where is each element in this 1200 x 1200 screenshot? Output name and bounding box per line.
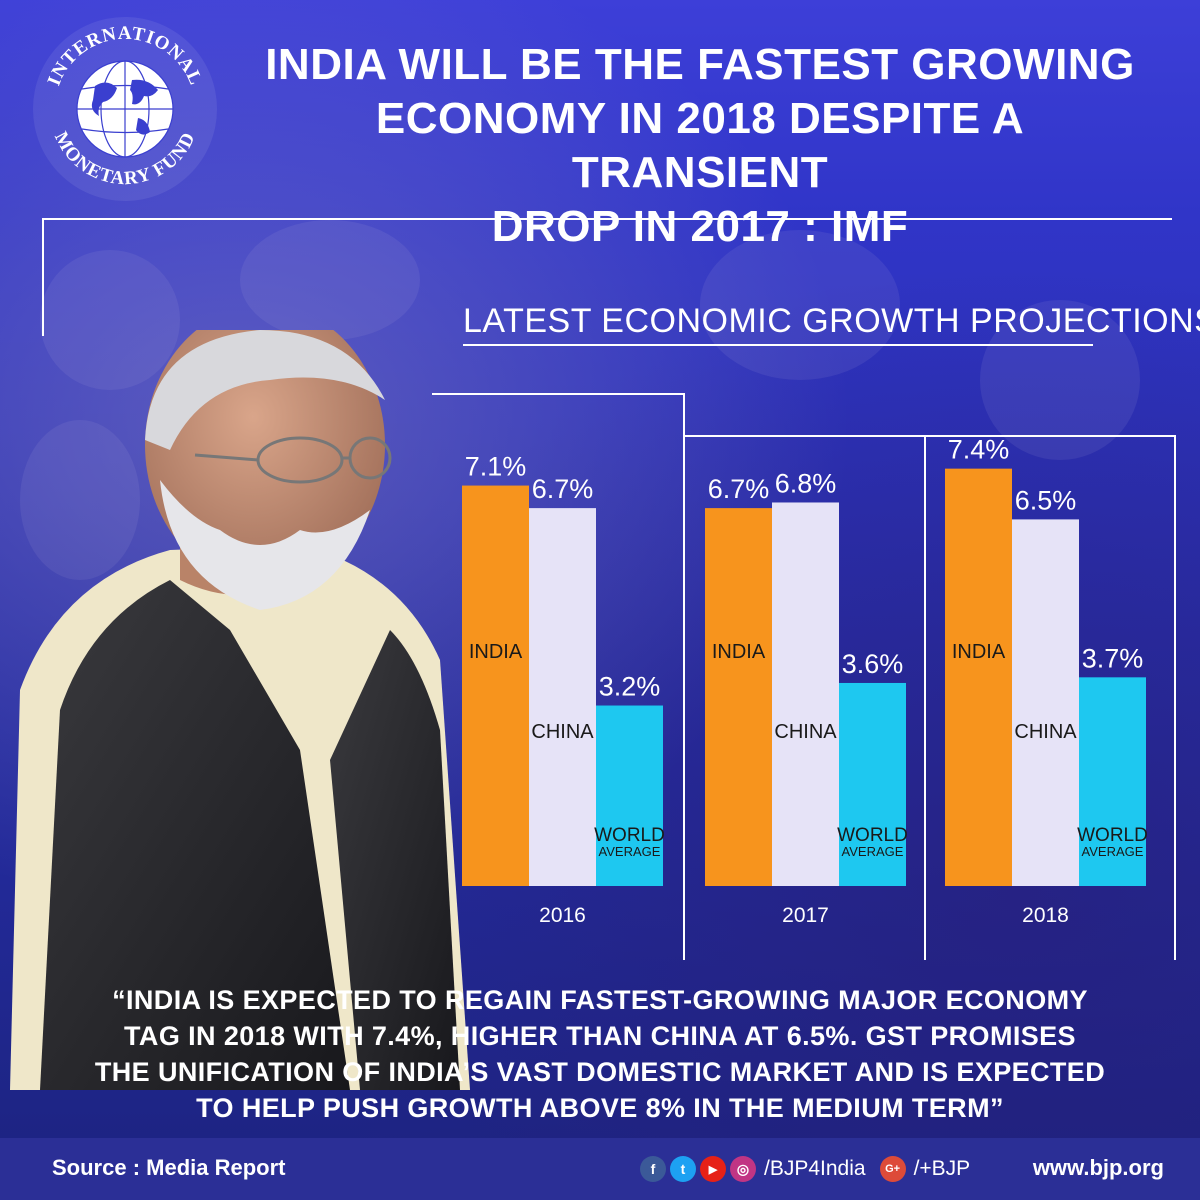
series-label: INDIA xyxy=(469,641,523,663)
group-frame xyxy=(925,435,1176,960)
series-label: INDIA xyxy=(952,641,1006,663)
headline-line: ECONOMY IN 2018 DESPITE A TRANSIENT xyxy=(375,94,1025,197)
bokeh xyxy=(240,220,420,340)
bar-china-2016 xyxy=(529,508,596,886)
series-label: WORLD xyxy=(1077,825,1148,846)
bar-world-average-2018 xyxy=(1079,677,1146,886)
value-label: 6.5% xyxy=(1015,485,1077,515)
value-label: 6.7% xyxy=(708,474,770,504)
title-underline xyxy=(463,344,1093,346)
social-links: f t ▶ ◎ /BJP4India G+ /+BJP xyxy=(640,1152,984,1186)
value-label: 7.4% xyxy=(948,435,1010,465)
group-frame xyxy=(432,393,685,960)
series-label: CHINA xyxy=(774,721,837,743)
series-label: WORLD xyxy=(837,825,908,846)
value-label: 3.2% xyxy=(599,672,661,702)
bar-china-2017 xyxy=(772,502,839,886)
bar-world-average-2016 xyxy=(596,705,663,886)
series-label: CHINA xyxy=(531,721,594,743)
bokeh xyxy=(700,230,900,380)
series-label: INDIA xyxy=(712,641,766,663)
quote: “INDIA IS EXPECTED TO REGAIN FASTEST-GRO… xyxy=(60,982,1140,1126)
series-label: AVERAGE xyxy=(842,844,904,859)
bar-world-average-2017 xyxy=(839,682,906,886)
bokeh xyxy=(40,250,180,390)
instagram-icon[interactable]: ◎ xyxy=(730,1156,756,1182)
series-label: WORLD xyxy=(594,825,665,846)
bar-india-2016 xyxy=(462,485,529,886)
bar-india-2018 xyxy=(945,468,1012,886)
headline: INDIA WILL BE THE FASTEST GROWING ECONOM… xyxy=(250,38,1150,254)
social-handle[interactable]: /BJP4India xyxy=(764,1157,866,1180)
footer: Source : Media Report f t ▶ ◎ /BJP4India… xyxy=(0,1138,1200,1200)
website-link[interactable]: www.bjp.org xyxy=(1032,1155,1164,1180)
quote-line: TO HELP PUSH GROWTH ABOVE 8% IN THE MEDI… xyxy=(196,1093,1004,1123)
year-label: 2016 xyxy=(539,904,586,927)
year-label: 2017 xyxy=(782,904,829,927)
quote-line: “INDIA IS EXPECTED TO REGAIN FASTEST-GRO… xyxy=(112,985,1088,1015)
chart-title: LATEST ECONOMIC GROWTH PROJECTIONS xyxy=(463,302,1200,340)
quote-line: THE UNIFICATION OF INDIA’S VAST DOMESTIC… xyxy=(94,1057,1106,1087)
value-label: 7.1% xyxy=(465,452,527,482)
bokeh xyxy=(20,420,140,580)
gplus-handle[interactable]: /+BJP xyxy=(913,1157,971,1180)
google-plus-icon[interactable]: G+ xyxy=(879,1156,906,1182)
headline-line: INDIA WILL BE THE FASTEST GROWING xyxy=(265,40,1135,89)
value-label: 6.8% xyxy=(775,468,837,498)
series-label: CHINA xyxy=(1014,721,1077,743)
bokeh xyxy=(980,300,1140,460)
bar-china-2018 xyxy=(1012,519,1079,886)
youtube-icon[interactable]: ▶ xyxy=(700,1156,726,1182)
bar-india-2017 xyxy=(705,508,772,886)
source-label: Source : Media Report xyxy=(52,1155,286,1180)
facebook-icon[interactable]: f xyxy=(640,1156,666,1182)
year-label: 2018 xyxy=(1022,904,1069,927)
series-label: AVERAGE xyxy=(599,844,661,859)
imf-logo: INTERNATIONAL MONETARY FUND xyxy=(33,17,217,201)
value-label: 3.7% xyxy=(1082,643,1144,673)
speaker-photo xyxy=(10,330,470,1090)
quote-line: TAG IN 2018 WITH 7.4%, HIGHER THAN CHINA… xyxy=(124,1021,1076,1051)
twitter-icon[interactable]: t xyxy=(670,1156,696,1182)
value-label: 3.6% xyxy=(842,649,904,679)
value-label: 6.7% xyxy=(532,474,594,504)
divider-line xyxy=(42,218,1172,220)
divider-line xyxy=(42,218,44,336)
series-label: AVERAGE xyxy=(1082,844,1144,859)
headline-line: DROP IN 2017 : IMF xyxy=(491,202,909,251)
